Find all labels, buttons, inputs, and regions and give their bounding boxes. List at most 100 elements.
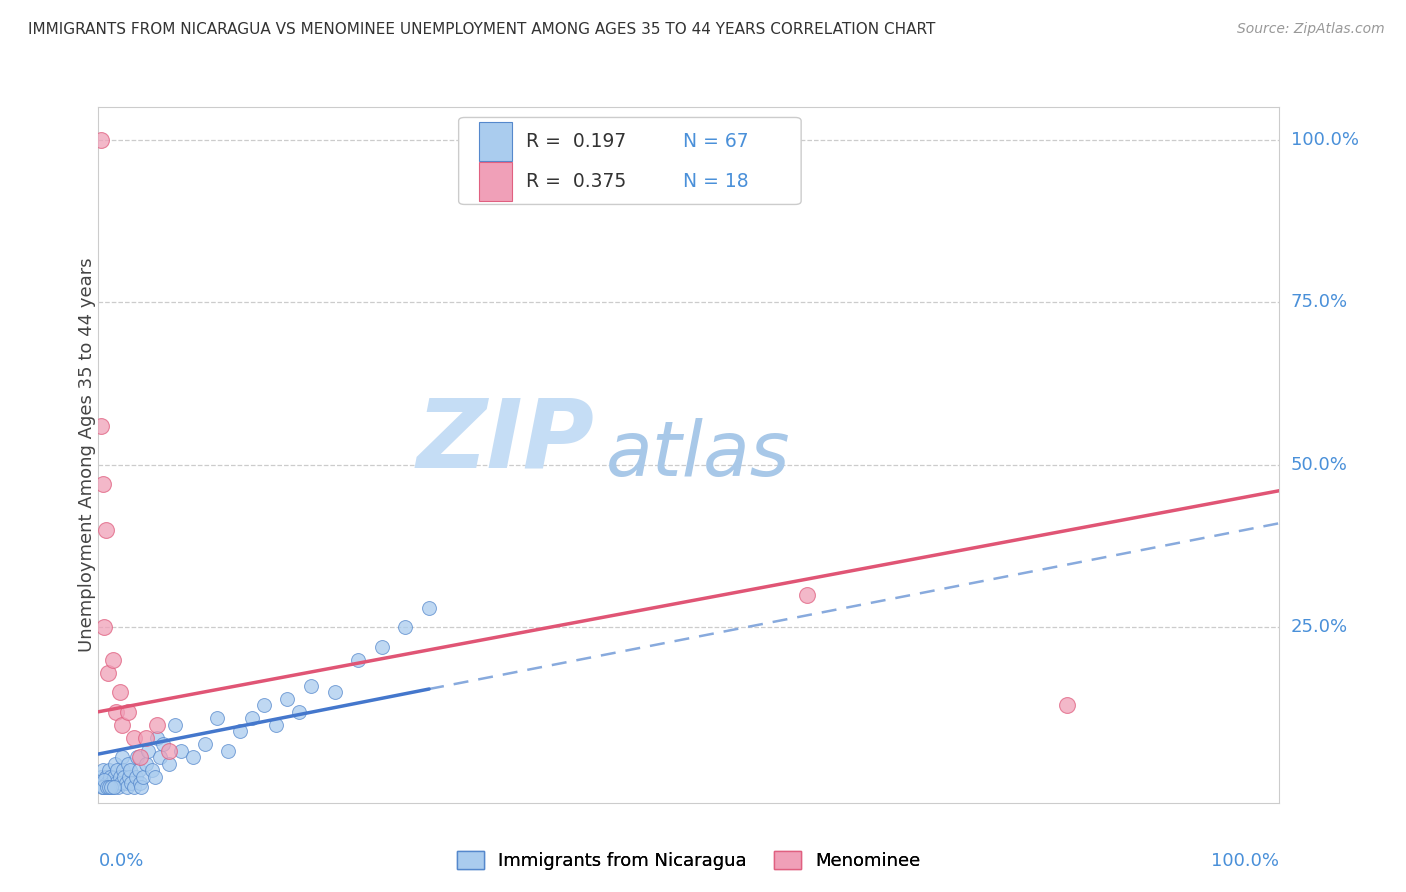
Point (118, 770, 141, 784)
Point (105, 776, 128, 790)
Point (122, 731, 145, 745)
Point (135, 756, 157, 771)
Text: R =  0.375: R = 0.375 (526, 172, 626, 192)
Point (117, 705, 139, 719)
Point (91, 776, 114, 790)
Point (103, 780, 125, 794)
Point (125, 770, 148, 784)
Point (165, 718, 187, 732)
Point (288, 705, 311, 719)
Point (98, 764, 121, 778)
Point (100, 780, 122, 794)
Point (299, 679, 322, 693)
Point (152, 737, 174, 751)
Point (91, 477, 114, 491)
Point (371, 640, 394, 654)
Point (229, 724, 252, 739)
Point (136, 744, 159, 758)
Point (146, 731, 169, 745)
Point (796, 588, 818, 602)
Text: 75.0%: 75.0% (1291, 293, 1348, 311)
Point (120, 764, 142, 778)
Legend: Immigrants from Nicaragua, Menominee: Immigrants from Nicaragua, Menominee (450, 844, 928, 877)
Point (194, 737, 217, 751)
Point (96, 776, 118, 790)
Point (127, 750, 149, 764)
Text: 0.0%: 0.0% (98, 852, 143, 870)
Point (110, 776, 132, 790)
Point (323, 685, 346, 699)
Text: N = 67: N = 67 (683, 133, 748, 152)
FancyBboxPatch shape (478, 162, 512, 201)
Point (108, 770, 131, 784)
FancyBboxPatch shape (458, 118, 801, 204)
Point (107, 780, 129, 794)
Point (104, 756, 127, 771)
Text: Source: ZipAtlas.com: Source: ZipAtlas.com (1237, 22, 1385, 37)
Point (146, 718, 169, 732)
Text: 25.0%: 25.0% (1291, 618, 1348, 636)
Point (101, 780, 124, 794)
Point (97, 780, 120, 794)
Point (418, 600, 440, 615)
Point (157, 756, 180, 771)
Point (90, 132, 112, 146)
Point (91, 764, 114, 778)
Point (181, 750, 204, 764)
Point (129, 780, 152, 794)
Point (122, 780, 145, 794)
Point (105, 764, 128, 778)
Point (114, 776, 136, 790)
Point (253, 698, 276, 713)
Point (91, 780, 114, 794)
Point (112, 770, 135, 784)
Point (98, 770, 121, 784)
Point (112, 764, 135, 778)
Point (128, 776, 150, 790)
Point (121, 776, 143, 790)
Text: IMMIGRANTS FROM NICARAGUA VS MENOMINEE UNEMPLOYMENT AMONG AGES 35 TO 44 YEARS CO: IMMIGRANTS FROM NICARAGUA VS MENOMINEE U… (28, 22, 935, 37)
Point (128, 750, 150, 764)
Point (90, 770, 112, 784)
Point (132, 770, 155, 784)
Point (98, 780, 121, 794)
Text: atlas: atlas (606, 418, 790, 491)
Point (94, 770, 117, 784)
Point (135, 731, 157, 745)
Point (93, 772, 115, 787)
Point (93, 620, 115, 634)
Point (264, 718, 287, 732)
Point (217, 744, 239, 758)
Point (240, 711, 263, 725)
Point (205, 711, 228, 725)
Point (394, 620, 416, 634)
Point (143, 770, 166, 784)
Point (97, 665, 120, 680)
Point (90, 418, 112, 433)
Point (128, 764, 150, 778)
Point (108, 685, 131, 699)
Point (105, 705, 128, 719)
Text: 100.0%: 100.0% (1212, 852, 1279, 870)
Point (91, 780, 114, 794)
Point (157, 744, 180, 758)
Point (149, 750, 172, 764)
Point (141, 764, 163, 778)
Text: N = 18: N = 18 (683, 172, 748, 192)
Point (117, 756, 139, 771)
Point (96, 780, 118, 794)
Point (100, 776, 122, 790)
Point (111, 750, 134, 764)
Text: 100.0%: 100.0% (1291, 130, 1358, 149)
Point (1056, 698, 1078, 713)
Text: R =  0.197: R = 0.197 (526, 133, 626, 152)
Point (276, 691, 298, 706)
Text: 50.0%: 50.0% (1291, 456, 1347, 474)
Y-axis label: Unemployment Among Ages 35 to 44 years: Unemployment Among Ages 35 to 44 years (79, 258, 96, 652)
Point (115, 780, 138, 794)
Point (103, 770, 125, 784)
Point (111, 718, 134, 732)
Point (93, 780, 115, 794)
FancyBboxPatch shape (478, 122, 512, 161)
Point (94, 523, 117, 537)
